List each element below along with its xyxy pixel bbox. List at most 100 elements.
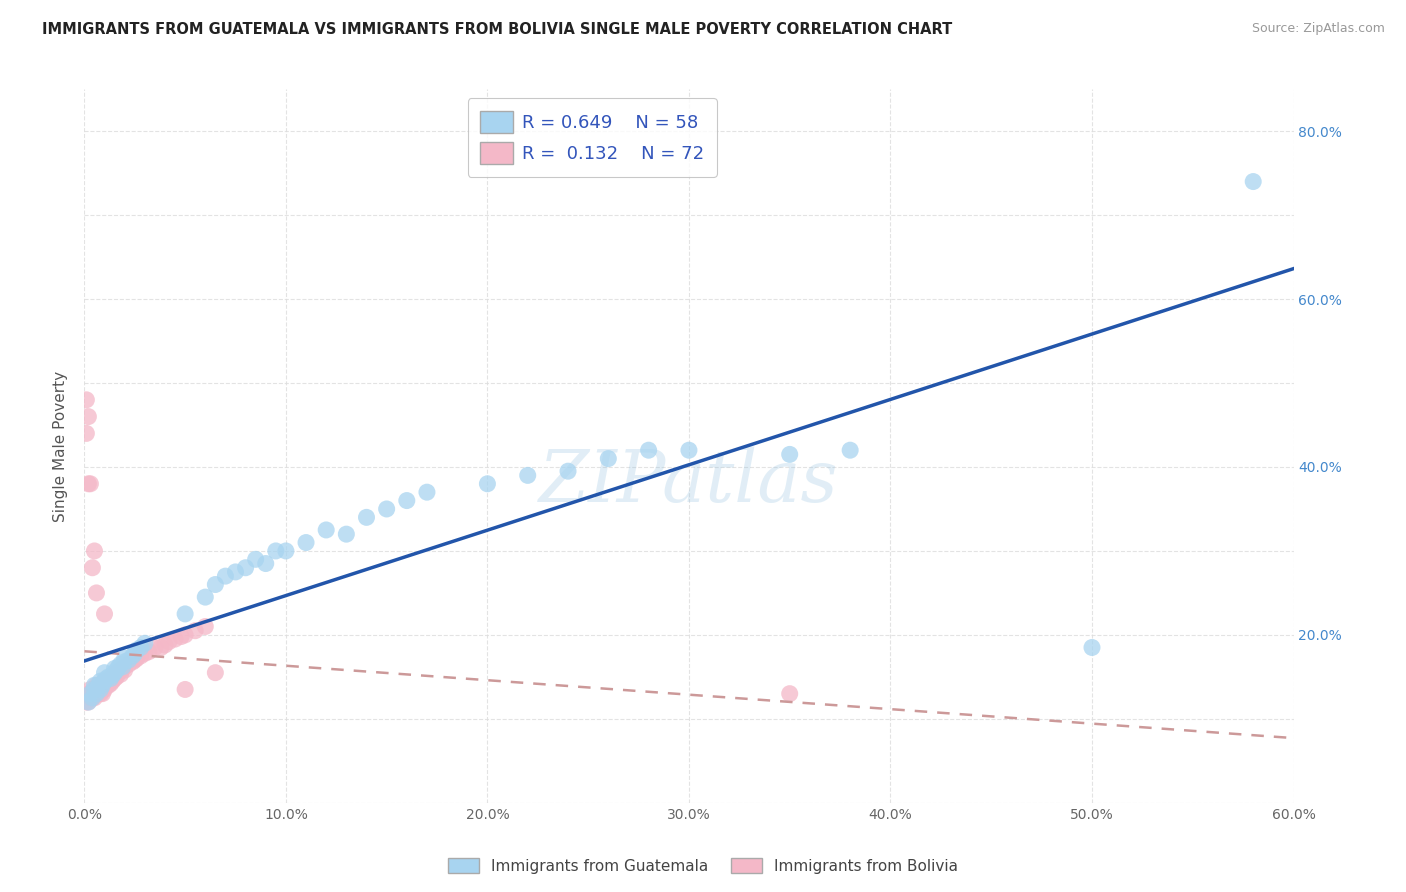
Point bbox=[77, 695, 100, 709]
Point bbox=[118, 657, 141, 672]
Point bbox=[174, 682, 197, 697]
Point bbox=[91, 678, 114, 692]
Point bbox=[1081, 640, 1104, 655]
Point bbox=[356, 510, 378, 524]
Point bbox=[93, 607, 115, 621]
Point bbox=[96, 674, 118, 689]
Point bbox=[110, 667, 132, 681]
Point bbox=[93, 674, 115, 689]
Point bbox=[100, 676, 122, 690]
Point bbox=[86, 687, 108, 701]
Point bbox=[598, 451, 620, 466]
Point bbox=[245, 552, 267, 566]
Point bbox=[100, 672, 122, 686]
Point bbox=[101, 668, 124, 682]
Point bbox=[118, 653, 141, 667]
Point bbox=[153, 638, 176, 652]
Point bbox=[91, 678, 114, 692]
Point bbox=[110, 657, 132, 672]
Point bbox=[111, 660, 134, 674]
Point bbox=[75, 392, 97, 407]
Point bbox=[79, 682, 101, 697]
Point bbox=[295, 535, 318, 549]
Point bbox=[82, 687, 104, 701]
Point bbox=[104, 661, 127, 675]
Point bbox=[86, 687, 108, 701]
Point bbox=[194, 590, 217, 604]
Point bbox=[101, 670, 124, 684]
Point bbox=[91, 687, 114, 701]
Point bbox=[87, 687, 110, 701]
Point bbox=[204, 577, 226, 591]
Point bbox=[77, 409, 100, 424]
Point bbox=[477, 476, 499, 491]
Point bbox=[274, 544, 297, 558]
Point bbox=[165, 632, 187, 646]
Point bbox=[129, 640, 152, 655]
Point bbox=[79, 687, 101, 701]
Point bbox=[134, 636, 156, 650]
Point bbox=[107, 660, 129, 674]
Point bbox=[105, 670, 128, 684]
Point bbox=[83, 682, 105, 697]
Point bbox=[138, 645, 160, 659]
Point bbox=[93, 665, 115, 680]
Point bbox=[93, 682, 115, 697]
Point bbox=[83, 682, 105, 697]
Point bbox=[516, 468, 538, 483]
Point bbox=[114, 651, 136, 665]
Point bbox=[101, 674, 124, 689]
Point bbox=[375, 502, 398, 516]
Text: IMMIGRANTS FROM GUATEMALA VS IMMIGRANTS FROM BOLIVIA SINGLE MALE POVERTY CORRELA: IMMIGRANTS FROM GUATEMALA VS IMMIGRANTS … bbox=[42, 22, 952, 37]
Point bbox=[83, 690, 105, 705]
Point bbox=[104, 665, 127, 680]
Point bbox=[97, 670, 120, 684]
Point bbox=[114, 660, 136, 674]
Text: Source: ZipAtlas.com: Source: ZipAtlas.com bbox=[1251, 22, 1385, 36]
Point bbox=[134, 646, 156, 660]
Point bbox=[87, 678, 110, 692]
Point bbox=[395, 493, 418, 508]
Point bbox=[157, 634, 180, 648]
Point bbox=[125, 651, 148, 665]
Point bbox=[124, 646, 146, 660]
Point bbox=[114, 663, 136, 677]
Point bbox=[779, 687, 801, 701]
Point bbox=[235, 560, 257, 574]
Point bbox=[89, 682, 111, 697]
Point bbox=[104, 672, 127, 686]
Point bbox=[97, 678, 120, 692]
Point bbox=[82, 560, 104, 574]
Point bbox=[79, 476, 101, 491]
Point bbox=[77, 687, 100, 701]
Point bbox=[143, 640, 166, 655]
Point bbox=[254, 557, 277, 571]
Point bbox=[75, 426, 97, 441]
Point bbox=[121, 655, 143, 669]
Point bbox=[114, 655, 136, 669]
Point bbox=[194, 619, 217, 633]
Point bbox=[89, 687, 111, 701]
Point bbox=[204, 665, 226, 680]
Point bbox=[89, 682, 111, 697]
Point bbox=[111, 661, 134, 675]
Point bbox=[83, 678, 105, 692]
Point bbox=[96, 672, 118, 686]
Point bbox=[89, 678, 111, 692]
Point bbox=[83, 687, 105, 701]
Point bbox=[86, 586, 108, 600]
Point bbox=[779, 447, 801, 461]
Point bbox=[97, 674, 120, 689]
Legend: R = 0.649    N = 58, R =  0.132    N = 72: R = 0.649 N = 58, R = 0.132 N = 72 bbox=[468, 98, 717, 177]
Point bbox=[184, 624, 207, 638]
Point bbox=[104, 668, 127, 682]
Point bbox=[149, 640, 172, 655]
Point bbox=[83, 544, 105, 558]
Point bbox=[170, 630, 193, 644]
Point bbox=[79, 690, 101, 705]
Point bbox=[264, 544, 287, 558]
Point bbox=[315, 523, 337, 537]
Point bbox=[110, 663, 132, 677]
Point bbox=[87, 682, 110, 697]
Point bbox=[174, 607, 197, 621]
